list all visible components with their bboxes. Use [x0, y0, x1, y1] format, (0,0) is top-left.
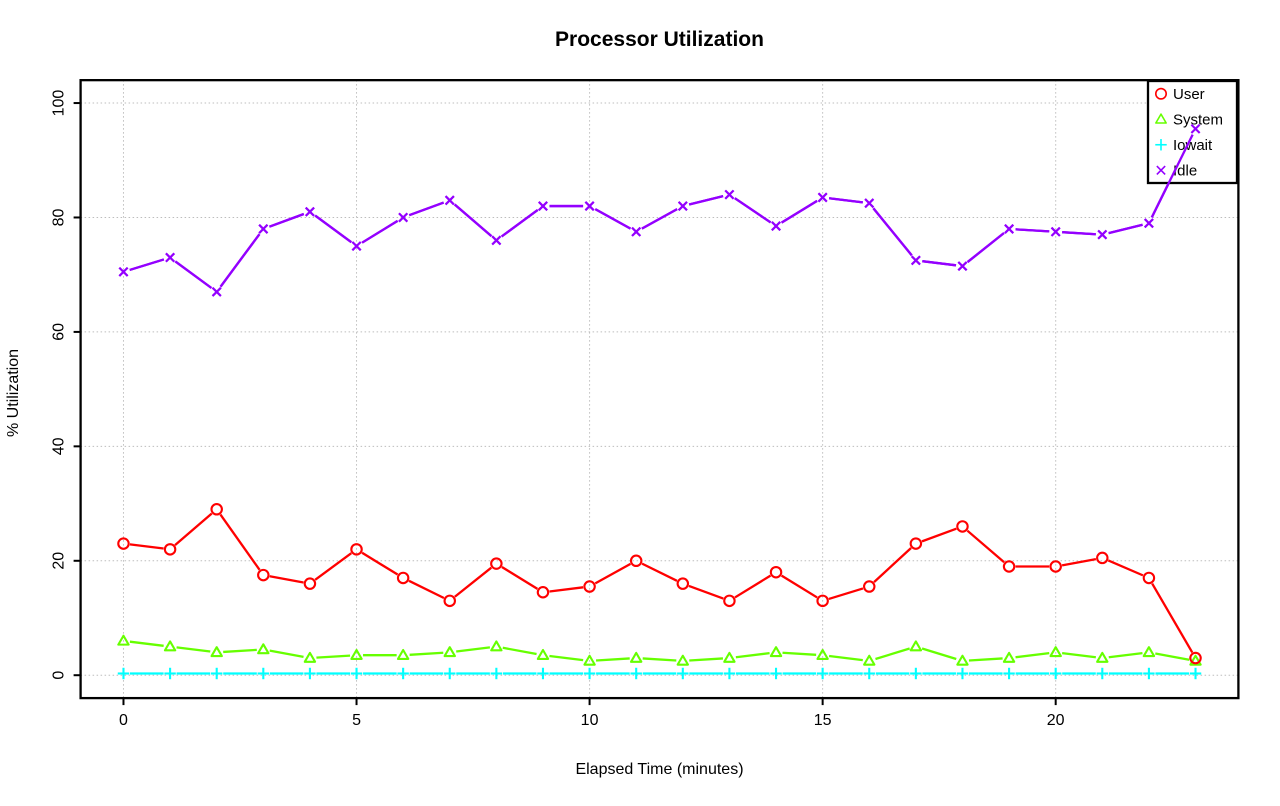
svg-text:100: 100: [51, 90, 68, 117]
svg-text:40: 40: [51, 437, 68, 455]
svg-text:0: 0: [51, 671, 68, 680]
svg-text:User: User: [1173, 86, 1205, 103]
svg-text:5: 5: [352, 712, 361, 729]
svg-text:Iowait: Iowait: [1173, 137, 1213, 154]
svg-text:20: 20: [51, 552, 68, 570]
svg-text:15: 15: [814, 712, 832, 729]
svg-text:0: 0: [119, 712, 128, 729]
svg-text:60: 60: [51, 323, 68, 341]
svg-text:10: 10: [581, 712, 599, 729]
svg-text:20: 20: [1047, 712, 1065, 729]
svg-text:80: 80: [51, 208, 68, 226]
